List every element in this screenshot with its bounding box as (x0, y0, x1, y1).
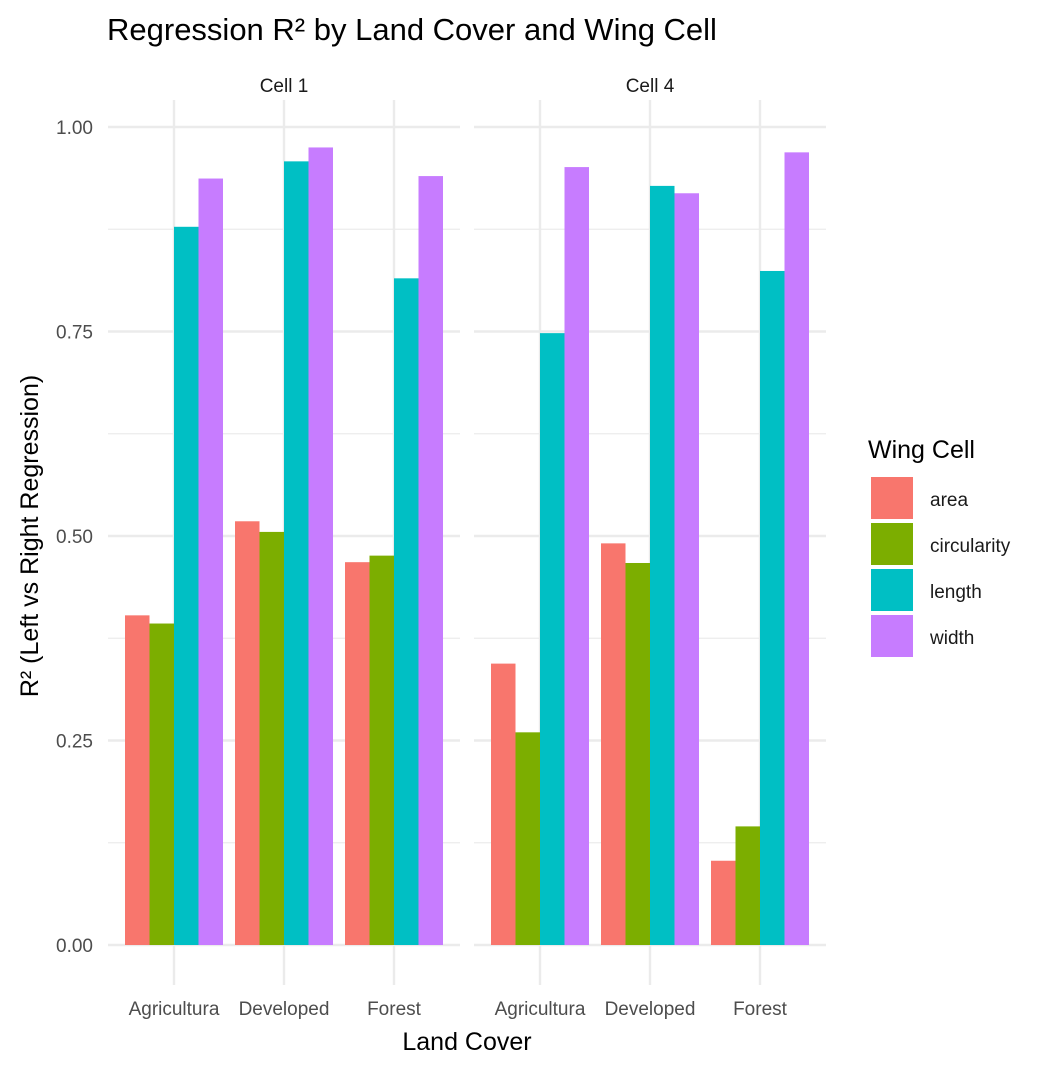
bar-length (760, 270, 785, 945)
x-tick-label: Forest (367, 999, 422, 1020)
legend-label: width (929, 628, 974, 649)
facet-strip-label: Cell 4 (626, 76, 675, 97)
legend-key-area (871, 477, 913, 519)
y-tick-label: 0.00 (56, 936, 93, 957)
bar-length (174, 226, 199, 945)
x-tick-label: Developed (605, 999, 696, 1020)
bar-width (784, 152, 809, 945)
facet-panel: Cell 4 Agricultura Developed Forest (474, 76, 826, 1020)
bar-width (418, 176, 443, 945)
bar-circularity (735, 826, 760, 945)
y-axis-label: R² (Left vs Right Regression) (16, 375, 44, 697)
bar-length (394, 278, 419, 946)
bar-circularity (369, 555, 394, 945)
legend-label: circularity (930, 536, 1011, 557)
legend-key-circularity (871, 523, 913, 565)
x-tick-label: Agricultura (129, 999, 220, 1020)
y-tick-label: 0.75 (56, 323, 93, 344)
bar-area (491, 663, 516, 945)
bar-circularity (149, 623, 174, 945)
bar-length (650, 185, 675, 945)
legend-key-width (871, 615, 913, 657)
bar-circularity (259, 531, 284, 945)
bar-area (711, 860, 736, 945)
y-tick-label: 0.50 (56, 527, 93, 548)
x-axis-label: Land Cover (402, 1028, 531, 1056)
y-tick-label: 0.25 (56, 732, 93, 753)
bar-area (345, 562, 370, 945)
facet-panel: Cell 1 Agricultura Developed Forest (108, 76, 460, 1020)
legend: Wing Cell area circularity length width (868, 436, 1011, 657)
x-tick-label: Developed (239, 999, 330, 1020)
bar-length (540, 333, 565, 945)
bar-area (125, 615, 150, 945)
legend-key-length (871, 569, 913, 611)
y-tick-label: 1.00 (56, 118, 93, 139)
x-tick-label: Forest (733, 999, 788, 1020)
facet-panels: 0.00 0.25 0.50 0.75 1.00 Cell 1 Agricultura Dev… (56, 76, 826, 1020)
bar-width (308, 147, 333, 945)
bar-circularity (515, 732, 540, 945)
bar-width (564, 167, 589, 945)
x-tick-label: Agricultura (495, 999, 586, 1020)
bar-width (674, 193, 699, 945)
bar-circularity (625, 562, 650, 945)
legend-label: length (930, 582, 982, 603)
bar-width (198, 178, 223, 945)
legend-title: Wing Cell (868, 436, 975, 464)
facet-strip-label: Cell 1 (260, 76, 309, 97)
bar-area (235, 521, 260, 945)
legend-label: area (930, 490, 968, 511)
bar-area (601, 543, 626, 945)
bar-length (284, 161, 309, 945)
chart-title: Regression R² by Land Cover and Wing Cel… (107, 12, 717, 47)
